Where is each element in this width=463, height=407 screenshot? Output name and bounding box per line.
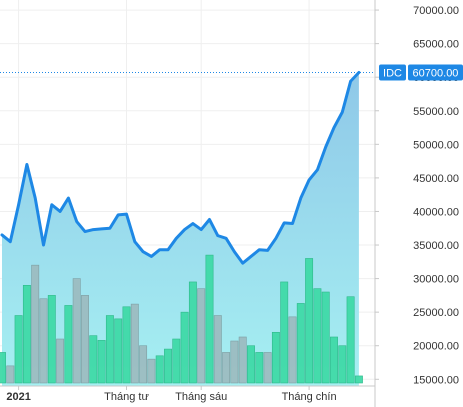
volume-bar bbox=[230, 340, 239, 384]
volume-bar bbox=[64, 305, 73, 384]
volume-bar bbox=[22, 285, 31, 384]
volume-bar bbox=[313, 288, 322, 384]
price-line-layer bbox=[0, 71, 361, 265]
y-tick-label: 50000.00 bbox=[413, 139, 459, 151]
price-line bbox=[0, 71, 361, 265]
volume-bar bbox=[321, 291, 330, 384]
symbol-tag-label: IDC bbox=[383, 68, 402, 80]
volume-bar bbox=[280, 281, 289, 384]
y-tick-label: 55000.00 bbox=[413, 106, 459, 118]
y-tick-label: 20000.00 bbox=[413, 341, 459, 353]
volume-bar bbox=[255, 352, 264, 384]
y-tick-label: 70000.00 bbox=[413, 5, 459, 17]
volume-bars bbox=[0, 254, 363, 384]
price-area-fill bbox=[2, 72, 359, 387]
volume-bar bbox=[6, 365, 15, 384]
volume-bar bbox=[47, 295, 56, 384]
volume-bar bbox=[338, 345, 347, 384]
volume-bar bbox=[222, 352, 231, 384]
volume-bar bbox=[354, 375, 363, 384]
volume-bar bbox=[247, 345, 255, 384]
volume-bar bbox=[180, 311, 189, 384]
volume-bar bbox=[155, 355, 164, 384]
volume-bar bbox=[139, 345, 148, 384]
volume-bar bbox=[14, 315, 23, 384]
volume-bar bbox=[89, 335, 98, 384]
volume-bar bbox=[81, 295, 89, 384]
volume-bar bbox=[147, 358, 156, 384]
x-tick-label: Tháng chín bbox=[282, 391, 337, 403]
volume-bar bbox=[330, 336, 338, 384]
volume-bar bbox=[346, 296, 355, 384]
y-tick-label: 35000.00 bbox=[413, 240, 459, 252]
price-tag-value: 60700.00 bbox=[413, 68, 459, 80]
x-tick-label: Tháng tư bbox=[104, 391, 149, 403]
volume-bar bbox=[263, 352, 272, 384]
y-tick-label: 65000.00 bbox=[413, 39, 459, 51]
volume-bar bbox=[288, 316, 297, 384]
symbol-tag-box bbox=[379, 64, 406, 81]
volume-bar bbox=[172, 338, 181, 384]
x-tick-label: 2021 bbox=[6, 391, 30, 403]
volume-bar bbox=[305, 258, 314, 384]
volume-bar bbox=[31, 264, 40, 384]
y-axis: 15000.00 20000.00 25000.00 30000.00 35000.00… bbox=[375, 5, 459, 386]
y-tick-label: 30000.00 bbox=[413, 274, 459, 286]
volume-bar bbox=[197, 288, 206, 384]
price-tag-box bbox=[408, 64, 463, 81]
x-axis: 2021 Tháng tư Tháng sáu Tháng chín bbox=[6, 386, 337, 403]
volume-bar bbox=[0, 352, 6, 384]
volume-bar bbox=[114, 318, 123, 384]
volume-bar bbox=[164, 348, 172, 384]
volume-bar bbox=[238, 336, 247, 384]
y-tick-label: 15000.00 bbox=[413, 374, 459, 386]
price-area bbox=[2, 72, 359, 387]
y-tick-label: 25000.00 bbox=[413, 307, 459, 319]
price-tag: IDC 60700.00 bbox=[0, 64, 463, 81]
y-tick-label: 40000.00 bbox=[413, 206, 459, 218]
volume-bar bbox=[56, 338, 65, 384]
volume-bar bbox=[188, 281, 197, 384]
volume-bar bbox=[271, 331, 280, 384]
volume-bar bbox=[39, 298, 48, 384]
volume-bar bbox=[122, 306, 131, 384]
volume-bar bbox=[296, 303, 305, 384]
volume-bar bbox=[97, 340, 106, 384]
x-tick-label: Tháng sáu bbox=[175, 391, 227, 403]
volume-bar bbox=[72, 278, 81, 384]
y-tick-label: 45000.00 bbox=[413, 173, 459, 185]
volume-bar bbox=[130, 303, 139, 384]
volume-bar bbox=[105, 315, 114, 384]
volume-bar bbox=[213, 315, 222, 384]
volume-bar bbox=[205, 254, 214, 384]
